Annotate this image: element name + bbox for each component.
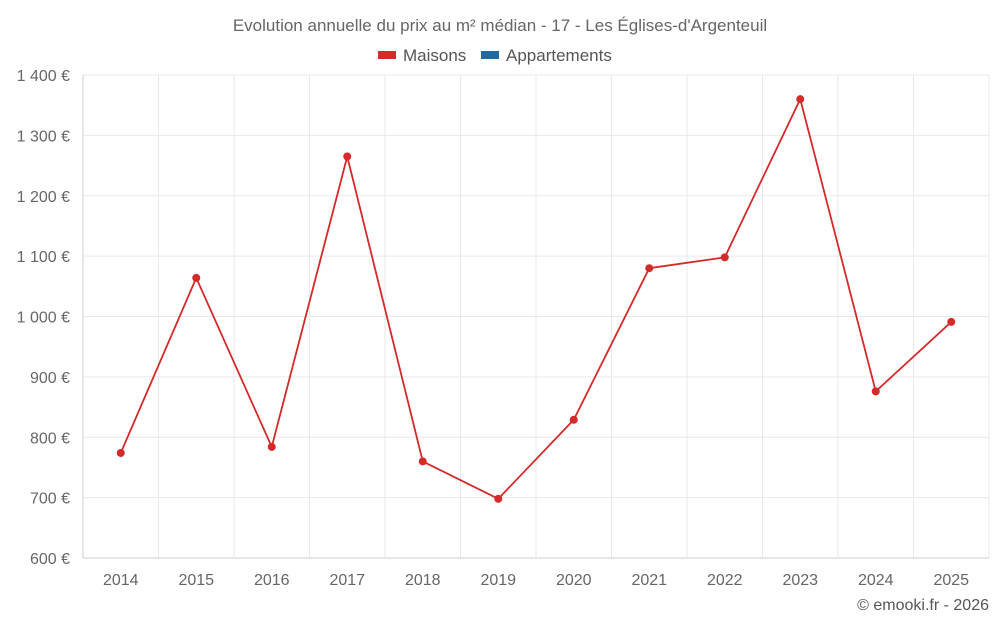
x-tick-label: 2021 <box>631 572 667 589</box>
data-point[interactable] <box>267 442 276 451</box>
data-point[interactable] <box>645 264 654 273</box>
y-tick-label: 800 € <box>30 430 70 447</box>
y-tick-label: 900 € <box>30 370 70 387</box>
y-tick-label: 1 300 € <box>17 128 70 145</box>
x-tick-label: 2019 <box>480 572 516 589</box>
legend-item-maisons[interactable]: Maisons <box>378 46 466 65</box>
x-tick-label: 2014 <box>103 572 139 589</box>
x-tick-label: 2015 <box>178 572 214 589</box>
x-tick-label: 2017 <box>329 572 365 589</box>
y-tick-label: 1 000 € <box>17 310 70 327</box>
credit: © emooki.fr - 2026 <box>857 597 989 614</box>
data-point[interactable] <box>796 95 805 104</box>
y-tick-label: 1 100 € <box>17 249 70 266</box>
x-tick-label: 2016 <box>254 572 290 589</box>
legend-swatch-maisons <box>378 51 396 59</box>
legend-label-maisons: Maisons <box>403 46 466 65</box>
data-point[interactable] <box>343 152 352 161</box>
plot-area <box>116 95 956 503</box>
x-tick-label: 2020 <box>556 572 592 589</box>
legend-label-appartements: Appartements <box>506 46 612 65</box>
y-tick-label: 700 € <box>30 491 70 508</box>
x-tick-label: 2018 <box>405 572 441 589</box>
data-point[interactable] <box>418 457 427 466</box>
y-tick-label: 1 400 € <box>17 68 70 85</box>
x-tick-label: 2024 <box>858 572 894 589</box>
legend-swatch-appartements <box>481 51 499 59</box>
legend-item-appartements[interactable]: Appartements <box>481 46 612 65</box>
data-point[interactable] <box>871 387 880 396</box>
x-tick-label: 2023 <box>782 572 818 589</box>
data-point[interactable] <box>569 415 578 424</box>
data-point[interactable] <box>947 317 956 326</box>
legend: Maisons Appartements <box>378 46 612 65</box>
grid <box>82 74 990 559</box>
data-point[interactable] <box>494 494 503 503</box>
x-tick-label: 2025 <box>933 572 969 589</box>
x-tick-label: 2022 <box>707 572 743 589</box>
y-tick-label: 1 200 € <box>17 189 70 206</box>
data-point[interactable] <box>116 448 125 457</box>
chart-title: Evolution annuelle du prix au m² médian … <box>233 16 767 35</box>
data-point[interactable] <box>192 273 201 282</box>
y-tick-label: 600 € <box>30 551 70 568</box>
data-point[interactable] <box>720 253 729 262</box>
x-axis: 2014 2015 2016 2017 2018 2019 2020 2021 2022 2023… <box>83 557 989 589</box>
y-axis: 600 € 700 € 800 € 900 € 1 000 € 1 100 € 1 200 … <box>17 68 84 568</box>
series-line-maisons <box>119 98 952 500</box>
